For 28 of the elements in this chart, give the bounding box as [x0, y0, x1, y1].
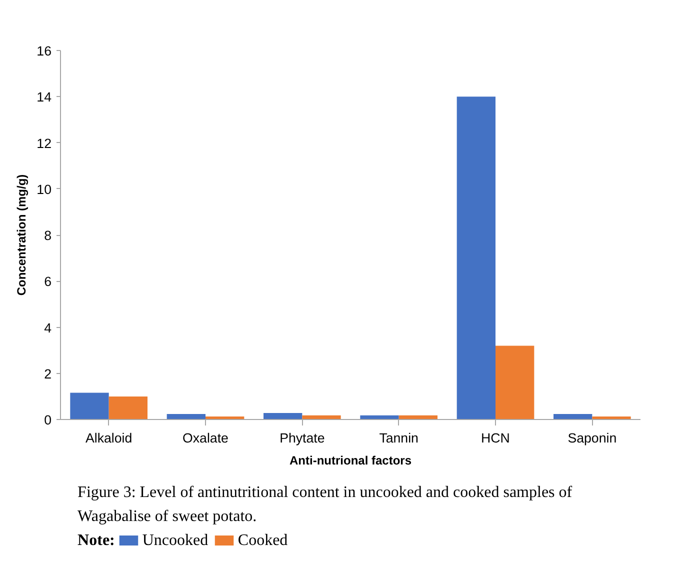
bar	[264, 413, 302, 420]
bar	[108, 396, 148, 420]
x-tick-label: Tannin	[379, 430, 418, 446]
y-tick-label: 0	[44, 412, 52, 428]
x-axis-title: Anti-nutrional factors	[290, 454, 412, 468]
x-tick-label: Saponin	[568, 430, 617, 446]
y-tick-label: 2	[44, 366, 52, 382]
legend-title: Note:	[78, 532, 115, 549]
y-tick-label: 10	[36, 182, 52, 197]
y-tick-label: 4	[44, 320, 52, 336]
y-tick-label: 14	[36, 90, 52, 105]
legend-label: Uncooked	[142, 532, 208, 549]
y-tick-label: 12	[36, 136, 52, 151]
x-tick-label: Alkaloid	[85, 430, 132, 446]
bar	[496, 346, 534, 420]
bar	[70, 392, 109, 420]
y-tick-label: 16	[36, 44, 52, 58]
legend-label: Cooked	[238, 532, 288, 549]
y-tick-label: 6	[44, 274, 52, 290]
caption: Figure 3: Level of antinutritional content in uncooked and cooked samples of Wagabalise of sweet potato.	[78, 484, 573, 525]
x-tick-label: Oxalate	[182, 430, 228, 446]
y-axis-title: Concentration (mg/g)	[14, 174, 29, 296]
y-tick-label: 8	[44, 228, 52, 243]
bar	[456, 96, 496, 420]
x-tick-label: HCN	[481, 430, 510, 446]
bar	[554, 414, 592, 420]
bar	[166, 414, 206, 420]
x-tick-label: Phytate	[280, 430, 325, 446]
